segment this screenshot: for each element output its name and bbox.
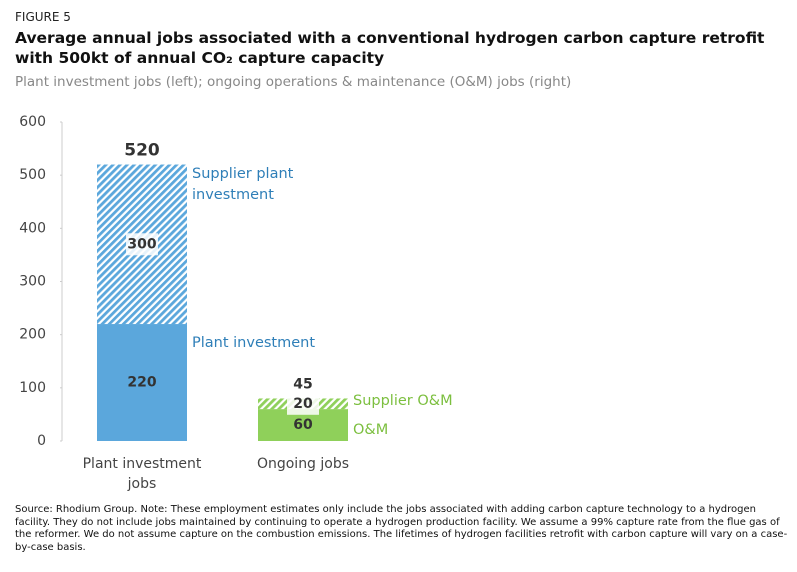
value-label: 20 <box>293 396 313 412</box>
total-label: 520 <box>124 141 160 161</box>
bar-segment <box>97 324 187 441</box>
x-tick-label: Ongoing jobs <box>256 456 350 472</box>
x-tick-label: Plant investment jobs <box>82 456 202 492</box>
chart-subtitle: Plant investment jobs (left); ongoing op… <box>15 74 572 90</box>
value-label: 220 <box>127 375 156 391</box>
series-label: Supplier plant investment <box>192 165 294 203</box>
series-label: O&M <box>353 422 389 439</box>
y-tick-label: 400 <box>19 220 46 236</box>
series-label: Supplier O&M <box>353 393 453 410</box>
chart: 0 100 200 300 400 500 600 220 300 60 20 520 45 <box>19 114 348 449</box>
label-bg <box>126 233 158 256</box>
y-tick-label: 500 <box>19 167 46 183</box>
y-tick-label: 300 <box>19 274 46 290</box>
y-tick-label: 200 <box>19 327 46 343</box>
value-label: 300 <box>127 236 156 252</box>
y-tick-label: 600 <box>19 114 46 130</box>
y-tick-label: 100 <box>19 380 46 396</box>
series-label: Plant investment <box>192 335 316 352</box>
chart-title: Average annual jobs associated with a co… <box>15 29 765 67</box>
label-bg <box>287 392 319 415</box>
value-label: 60 <box>293 417 313 433</box>
y-tick-label: 0 <box>37 433 46 449</box>
footnote: Source: Rhodium Group. Note: These emplo… <box>15 504 788 553</box>
total-label: 45 <box>293 376 312 392</box>
figure-label: FIGURE 5 <box>15 10 71 24</box>
